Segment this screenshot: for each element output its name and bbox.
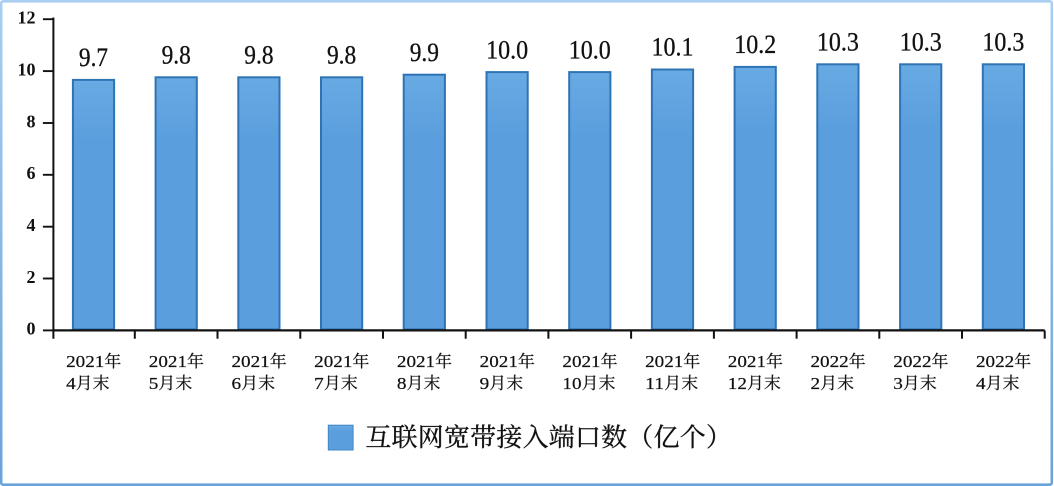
svg-text:9: 9 [480, 374, 490, 393]
svg-text:9.8: 9.8 [244, 41, 273, 70]
svg-text:4: 4 [976, 374, 986, 393]
svg-text:10.1: 10.1 [652, 33, 694, 62]
svg-text:2021: 2021 [66, 352, 104, 371]
svg-text:9.8: 9.8 [327, 41, 356, 70]
svg-text:2022: 2022 [811, 352, 849, 371]
svg-text:8: 8 [397, 374, 407, 393]
svg-text:9.9: 9.9 [410, 38, 439, 67]
svg-text:10: 10 [562, 374, 581, 393]
svg-text:10.0: 10.0 [486, 35, 528, 64]
svg-text:0: 0 [27, 319, 36, 339]
svg-text:7: 7 [314, 374, 324, 393]
svg-text:2: 2 [27, 267, 36, 287]
svg-text:2021: 2021 [562, 352, 600, 371]
svg-text:2022: 2022 [976, 352, 1014, 371]
svg-text:10.3: 10.3 [982, 28, 1024, 57]
svg-text:2021: 2021 [645, 352, 683, 371]
svg-text:9.7: 9.7 [79, 43, 108, 72]
svg-text:10.2: 10.2 [734, 30, 776, 59]
svg-text:10.0: 10.0 [569, 35, 611, 64]
svg-text:2021: 2021 [397, 352, 435, 371]
svg-text:2021: 2021 [480, 352, 518, 371]
svg-text:2022: 2022 [893, 352, 931, 371]
svg-text:2021: 2021 [149, 352, 187, 371]
svg-text:10.3: 10.3 [817, 28, 859, 57]
svg-text:6: 6 [27, 163, 36, 183]
svg-text:11: 11 [645, 374, 664, 393]
svg-text:10.3: 10.3 [900, 28, 942, 57]
svg-text:9.8: 9.8 [162, 41, 191, 70]
svg-text:10: 10 [18, 59, 36, 79]
svg-text:12: 12 [18, 8, 36, 28]
svg-text:6: 6 [232, 374, 242, 393]
svg-text:2021: 2021 [232, 352, 270, 371]
svg-text:2021: 2021 [314, 352, 352, 371]
svg-text:4: 4 [27, 215, 36, 235]
svg-text:4: 4 [66, 374, 76, 393]
svg-text:2: 2 [811, 374, 821, 393]
svg-text:2021: 2021 [728, 352, 766, 371]
svg-text:3: 3 [893, 374, 903, 393]
svg-text:5: 5 [149, 374, 159, 393]
svg-text:12: 12 [728, 374, 747, 393]
svg-text:8: 8 [27, 111, 36, 131]
